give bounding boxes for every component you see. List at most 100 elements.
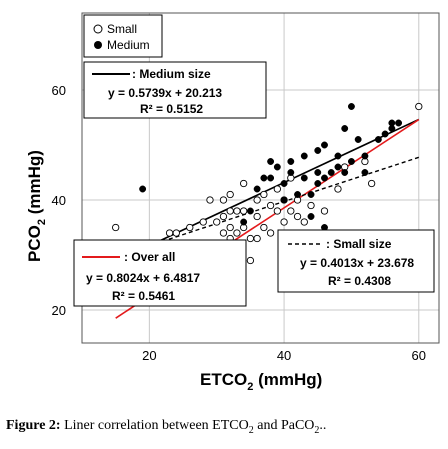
medium-point-34 [395, 119, 403, 127]
medium-point-11 [287, 158, 295, 165]
y-tick-label-2: 60 [52, 83, 66, 98]
small-point-25 [253, 234, 261, 243]
medium-point-38 [361, 169, 369, 176]
medium-point-13 [294, 191, 301, 198]
x-tick-label-1: 40 [277, 348, 291, 363]
small-point-16 [233, 229, 241, 237]
small-fit-frame [277, 229, 435, 293]
medium-point-20 [321, 174, 328, 182]
medium-point-30 [374, 136, 382, 143]
small-point-29 [266, 229, 275, 237]
overall-fit-box: : Over all y = 0.8024x + 6.4817 R² = 0.5… [73, 239, 247, 307]
small-fit-label: : Small size [326, 237, 392, 251]
medium-point-14 [300, 152, 308, 160]
x-tick-label-0: 20 [142, 348, 156, 363]
legend-small-label: Small [107, 22, 137, 36]
caption-text-1: Liner correlation between ETCO [60, 418, 249, 433]
small-point-2 [172, 229, 180, 237]
legend-box [83, 14, 163, 58]
caption-figure-label: Figure 2: [6, 418, 61, 433]
overall-fit-label: : Over all [124, 250, 175, 264]
x-axis-title-unit: (mmHg) [253, 370, 322, 389]
overall-fit-r2: R² = 0.5461 [112, 289, 175, 303]
legend: Small Medium [83, 14, 163, 58]
medium-point-22 [334, 152, 342, 160]
medium-point-29 [361, 152, 369, 160]
y-tick-labels: 20 40 60 [52, 83, 66, 318]
medium-point-31 [381, 130, 389, 138]
medium-fit-r2: R² = 0.5152 [140, 102, 203, 116]
small-point-18 [240, 179, 248, 188]
small-point-0 [112, 223, 120, 232]
small-point-5 [206, 196, 214, 204]
medium-point-0 [139, 185, 147, 193]
y-axis-title-main: PCO [25, 225, 44, 262]
x-tick-label-2: 60 [412, 348, 426, 363]
medium-point-26 [347, 103, 355, 110]
small-point-24 [253, 212, 261, 221]
medium-fit-box: : Medium size y = 0.5739x + 20.213 R² = … [83, 61, 267, 119]
caption-sub-1: 2 [248, 424, 254, 436]
medium-point-28 [354, 136, 362, 143]
overall-fit-equation: y = 0.8024x + 6.4817 [86, 271, 200, 285]
medium-point-16 [307, 191, 315, 198]
small-point-1 [165, 229, 174, 237]
small-point-41 [334, 185, 342, 193]
small-point-44 [367, 179, 376, 188]
small-point-21 [246, 234, 255, 243]
y-axis-title-sub: 2 [36, 219, 48, 225]
medium-point-19 [321, 141, 328, 149]
legend-medium-label: Medium [107, 38, 150, 52]
legend-medium-marker [94, 41, 102, 49]
overall-fit-frame [73, 239, 247, 307]
x-axis-title: ETCO2 (mmHg) [200, 370, 322, 393]
small-point-28 [266, 201, 275, 210]
y-axis-title: PCO2 (mmHg) [25, 150, 48, 262]
medium-point-8 [273, 163, 281, 171]
medium-point-3 [246, 207, 254, 215]
small-point-19 [240, 207, 248, 215]
medium-point-21 [327, 169, 335, 176]
small-point-8 [219, 196, 228, 204]
scatter-chart: 20 40 60 20 40 60 Small Medium : Medium size… [25, 12, 440, 393]
y-axis-title-unit: (mmHg) [25, 150, 44, 219]
medium-fit-frame [83, 61, 267, 119]
y-tick-label-1: 40 [52, 193, 66, 208]
y-tick-label-0: 20 [52, 303, 66, 318]
medium-point-9 [280, 196, 288, 204]
small-point-31 [273, 207, 281, 215]
small-point-30 [273, 185, 281, 193]
x-tick-labels: 20 40 60 [142, 348, 426, 363]
medium-point-17 [314, 169, 322, 176]
small-point-15 [233, 207, 241, 215]
x-axis-title-main: ETCO [200, 370, 247, 389]
medium-point-33 [388, 125, 396, 132]
small-point-13 [226, 223, 234, 232]
small-point-6 [213, 218, 221, 226]
medium-point-35 [240, 218, 248, 226]
small-point-38 [300, 218, 308, 226]
small-point-10 [219, 229, 228, 237]
small-point-36 [293, 212, 302, 221]
medium-point-36 [307, 213, 315, 220]
medium-point-12 [287, 169, 295, 176]
plot-frame [81, 12, 440, 344]
small-point-22 [246, 256, 255, 265]
medium-point-23 [334, 163, 342, 171]
small-point-23 [253, 196, 261, 204]
caption-text-3: .. [319, 418, 327, 433]
legend-small-marker [93, 24, 103, 34]
small-point-9 [219, 212, 228, 221]
small-fit-equation: y = 0.4013x + 23.678 [300, 256, 414, 270]
small-point-39 [307, 201, 315, 210]
medium-point-7 [267, 174, 275, 182]
medium-point-39 [314, 147, 322, 154]
medium-point-6 [267, 158, 275, 165]
small-point-33 [280, 218, 288, 226]
small-fit-box: : Small size y = 0.4013x + 23.678 R² = 0… [277, 229, 435, 293]
small-point-4 [199, 218, 207, 226]
small-point-3 [186, 223, 194, 232]
medium-point-25 [341, 125, 349, 132]
small-point-40 [320, 207, 329, 215]
figure-caption: Figure 2: Liner correlation between ETCO… [6, 418, 442, 436]
